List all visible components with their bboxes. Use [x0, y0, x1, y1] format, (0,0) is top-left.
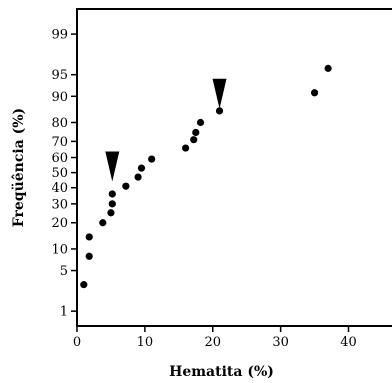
y-tick-label: 20: [51, 216, 68, 231]
data-point: [148, 155, 156, 163]
data-point: [324, 64, 332, 72]
data-point: [137, 164, 146, 172]
y-tick-label: 40: [51, 181, 68, 196]
data-point: [99, 219, 107, 227]
data-point: [196, 118, 205, 127]
data-point: [134, 173, 142, 181]
plot-frame: [76, 8, 392, 327]
x-tick-label: 20: [204, 335, 221, 350]
data-point: [107, 209, 115, 217]
y-tick-label: 90: [51, 90, 68, 105]
y-tick-label: 60: [51, 151, 68, 166]
data-point: [190, 136, 198, 144]
data-point: [108, 200, 116, 208]
data-point: [192, 128, 200, 137]
x-tick-label: 40: [340, 335, 357, 350]
y-tick-label: 50: [51, 166, 68, 181]
x-tick-label: 0: [73, 335, 81, 350]
data-point: [80, 281, 88, 289]
data-point: [85, 252, 93, 260]
data-point: [215, 107, 224, 115]
y-tick-label: 10: [51, 242, 68, 257]
y-axis-title: Freqüência (%): [11, 108, 27, 227]
x-tick-label: 10: [137, 335, 154, 350]
x-axis-title: Hematita (%): [169, 364, 274, 380]
y-tick-label: 5: [60, 264, 68, 279]
data-point: [108, 190, 116, 198]
data-point: [85, 233, 93, 241]
x-tick-label: 30: [272, 335, 289, 350]
data-point: [310, 89, 319, 97]
y-tick-label: 1: [60, 305, 68, 320]
data-point: [122, 182, 130, 190]
y-tick-label: 99: [51, 28, 68, 43]
y-tick-label: 80: [51, 116, 68, 131]
arrow-marker: [105, 151, 120, 182]
data-point: [181, 144, 190, 152]
y-tick-label: 70: [51, 135, 68, 150]
y-tick-label: 95: [51, 68, 68, 83]
plot-area: 0 10 20 30 40151020304050607080909599Hematit…: [11, 8, 392, 380]
arrow-marker: [212, 78, 227, 109]
y-tick-label: 30: [51, 197, 68, 212]
